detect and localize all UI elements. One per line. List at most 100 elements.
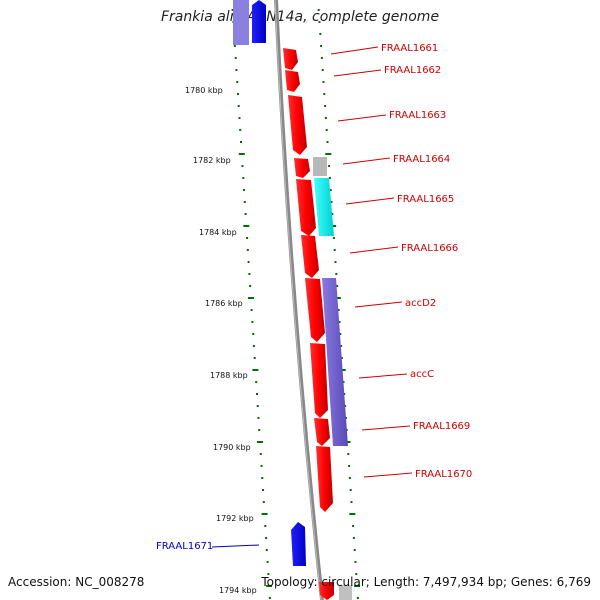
gene-accd2-purple [322,278,348,446]
minor-tick [352,525,355,527]
minor-tick [256,393,258,395]
minor-tick [320,45,323,47]
gene-fraal1662 [285,70,300,92]
minor-tick [262,489,264,491]
minor-tick [325,129,328,131]
gene-fraal1663 [288,95,307,155]
gene-label-fraal1669[interactable]: FRAAL1669 [413,421,470,432]
minor-tick [256,405,259,407]
genome-summary-text: Topology: circular; Length: 7,497,934 bp… [261,575,591,589]
gene-fraal1671 [291,522,306,566]
minor-tick [333,249,336,251]
minor-tick [265,537,268,539]
minor-tick [322,81,325,83]
gene-label-accc[interactable]: accC [410,369,434,380]
minor-tick [334,261,337,263]
gene-reverse-top-light [233,0,249,45]
map-title: Frankia alni ACN14a, complete genome [160,9,440,25]
connector-fraal1663 [337,114,387,122]
gene-label-fraal1665[interactable]: FRAAL1665 [397,194,454,205]
minor-tick [236,81,239,83]
major-tick [325,153,332,155]
gene-label-fraal1670[interactable]: FRAAL1670 [415,469,472,480]
minor-tick [352,537,355,539]
gene-label-fraal1661[interactable]: FRAAL1661 [381,43,438,54]
minor-tick [350,501,353,503]
minor-tick [231,9,234,11]
gene-accc [310,343,328,418]
accession-text: Accession: NC_008278 [8,575,145,589]
minor-tick [243,201,246,203]
minor-tick [235,69,238,71]
minor-tick [338,321,341,323]
gene-label-fraal1666[interactable]: FRAAL1666 [401,243,458,254]
minor-tick [267,573,270,575]
minor-tick [237,105,240,107]
minor-tick [348,477,351,479]
major-tick [243,225,250,227]
minor-tick [261,477,264,479]
kbp-label-1782: 1782 kbp [193,156,231,165]
minor-tick [265,549,268,551]
gene-label-accd2[interactable]: accD2 [405,298,436,309]
genome-backbone-highlight [274,0,322,600]
minor-tick [268,597,271,599]
minor-tick [239,129,242,131]
minor-tick [318,21,321,23]
gene-fraal1669 [314,418,330,446]
major-tick [339,369,346,371]
major-tick [261,513,268,515]
minor-tick [266,561,269,563]
gene-fraal1665-cyan [314,178,334,236]
minor-tick [243,189,245,191]
minor-tick [242,177,245,179]
minor-tick [343,393,346,395]
gene-bottom-gray [339,585,352,600]
major-tick [266,585,273,587]
gene-label-fraal1671[interactable]: FRAAL1671 [156,541,213,552]
minor-tick [328,177,331,179]
minor-tick [247,261,250,263]
minor-tick [240,141,242,143]
minor-tick [238,117,241,119]
minor-tick [258,429,261,431]
connector-fraal1669 [361,425,411,431]
minor-tick [324,105,327,107]
minor-tick [319,33,322,35]
minor-tick [329,189,332,191]
minor-tick [336,285,339,287]
minor-tick [354,561,357,563]
gene-fraal1661 [283,48,298,70]
minor-tick [342,381,345,383]
minor-tick [259,453,262,455]
minor-tick [317,9,320,11]
minor-tick [349,489,352,491]
minor-tick [251,321,254,323]
minor-tick [257,417,260,419]
minor-tick [246,249,249,251]
minor-tick [237,93,239,95]
gene-label-fraal1663[interactable]: FRAAL1663 [389,110,446,121]
minor-tick [335,273,338,275]
minor-tick [260,465,263,467]
minor-tick [246,237,249,239]
minor-tick [264,525,267,527]
gene-fraal1666 [301,235,319,278]
kbp-label-1788: 1788 kbp [210,371,248,380]
minor-tick [337,309,340,311]
gene-accd2 [305,278,325,342]
minor-tick [233,45,236,47]
major-tick [349,513,356,515]
gene-label-fraal1664[interactable]: FRAAL1664 [393,154,450,165]
gene-label-fraal1662[interactable]: FRAAL1662 [384,65,441,76]
minor-tick [241,165,244,167]
minor-tick [248,273,251,275]
minor-tick [255,381,258,383]
minor-tick [347,453,350,455]
gene-bottom-red [319,582,334,600]
gene-fraal1664-gray [313,157,327,176]
minor-tick [252,333,255,335]
minor-tick [250,309,253,311]
minor-tick [252,345,255,347]
connector-fraal1670 [363,472,413,478]
